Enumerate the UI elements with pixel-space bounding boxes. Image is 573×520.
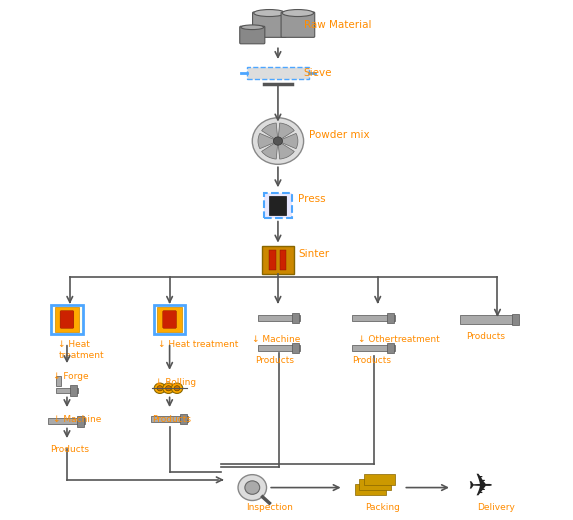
FancyBboxPatch shape [51, 305, 83, 334]
FancyBboxPatch shape [151, 416, 188, 422]
FancyBboxPatch shape [292, 313, 299, 323]
Text: Inspection: Inspection [246, 503, 293, 512]
FancyBboxPatch shape [280, 250, 286, 270]
Text: Products: Products [466, 332, 505, 342]
FancyBboxPatch shape [461, 315, 517, 323]
Text: ↓ Heat
treatment: ↓ Heat treatment [58, 340, 104, 359]
FancyBboxPatch shape [49, 418, 85, 424]
FancyBboxPatch shape [253, 12, 286, 37]
FancyBboxPatch shape [179, 414, 187, 424]
Text: ↓ Heat treatment: ↓ Heat treatment [158, 340, 238, 349]
FancyBboxPatch shape [163, 310, 176, 328]
Wedge shape [258, 134, 278, 149]
Circle shape [245, 481, 260, 495]
Text: Press: Press [298, 194, 325, 204]
Ellipse shape [254, 9, 285, 17]
FancyBboxPatch shape [77, 416, 84, 426]
Wedge shape [278, 134, 298, 149]
FancyBboxPatch shape [364, 474, 395, 485]
Text: Powder mix: Powder mix [309, 130, 370, 140]
FancyBboxPatch shape [246, 67, 309, 79]
Circle shape [171, 383, 183, 394]
FancyBboxPatch shape [281, 12, 315, 37]
Circle shape [273, 137, 282, 145]
Text: Products: Products [50, 445, 89, 454]
FancyBboxPatch shape [258, 315, 300, 321]
FancyBboxPatch shape [387, 343, 394, 353]
Wedge shape [278, 123, 295, 141]
FancyBboxPatch shape [60, 310, 74, 328]
FancyBboxPatch shape [56, 376, 61, 386]
Circle shape [166, 386, 171, 391]
FancyBboxPatch shape [355, 484, 386, 496]
Text: ↓ Forge: ↓ Forge [53, 372, 88, 381]
Text: Sinter: Sinter [298, 249, 329, 259]
Text: ↓ Othertreatment: ↓ Othertreatment [358, 335, 439, 344]
FancyBboxPatch shape [264, 193, 292, 218]
Text: ↓ Rolling: ↓ Rolling [155, 378, 197, 387]
Text: Products: Products [255, 356, 294, 365]
Text: Raw Material: Raw Material [304, 20, 371, 30]
FancyBboxPatch shape [359, 479, 391, 490]
Text: ✈: ✈ [468, 473, 493, 502]
FancyBboxPatch shape [54, 307, 79, 332]
FancyBboxPatch shape [158, 307, 182, 332]
Wedge shape [262, 123, 278, 141]
FancyBboxPatch shape [56, 388, 79, 393]
Text: ↓ Machine: ↓ Machine [252, 335, 301, 344]
Text: Products: Products [152, 415, 191, 424]
FancyBboxPatch shape [262, 246, 293, 274]
FancyBboxPatch shape [70, 385, 77, 396]
FancyBboxPatch shape [240, 26, 265, 44]
Ellipse shape [241, 25, 264, 30]
Wedge shape [262, 141, 278, 159]
FancyBboxPatch shape [292, 343, 299, 353]
Circle shape [157, 386, 163, 391]
Circle shape [252, 118, 304, 164]
Text: Packing: Packing [365, 503, 400, 512]
Circle shape [174, 386, 180, 391]
Wedge shape [278, 141, 295, 159]
Circle shape [238, 475, 266, 501]
FancyBboxPatch shape [352, 315, 395, 321]
Text: Sieve: Sieve [304, 68, 332, 78]
FancyBboxPatch shape [269, 250, 276, 270]
Ellipse shape [282, 9, 313, 17]
Circle shape [163, 383, 174, 394]
Text: Delivery: Delivery [477, 503, 515, 512]
Text: ↓ Machine: ↓ Machine [53, 415, 101, 424]
FancyBboxPatch shape [352, 345, 395, 351]
Circle shape [154, 383, 166, 394]
FancyBboxPatch shape [258, 345, 300, 351]
FancyBboxPatch shape [512, 314, 519, 324]
FancyBboxPatch shape [154, 305, 185, 334]
FancyBboxPatch shape [269, 197, 286, 215]
FancyBboxPatch shape [387, 313, 394, 323]
Text: Products: Products [352, 356, 391, 365]
